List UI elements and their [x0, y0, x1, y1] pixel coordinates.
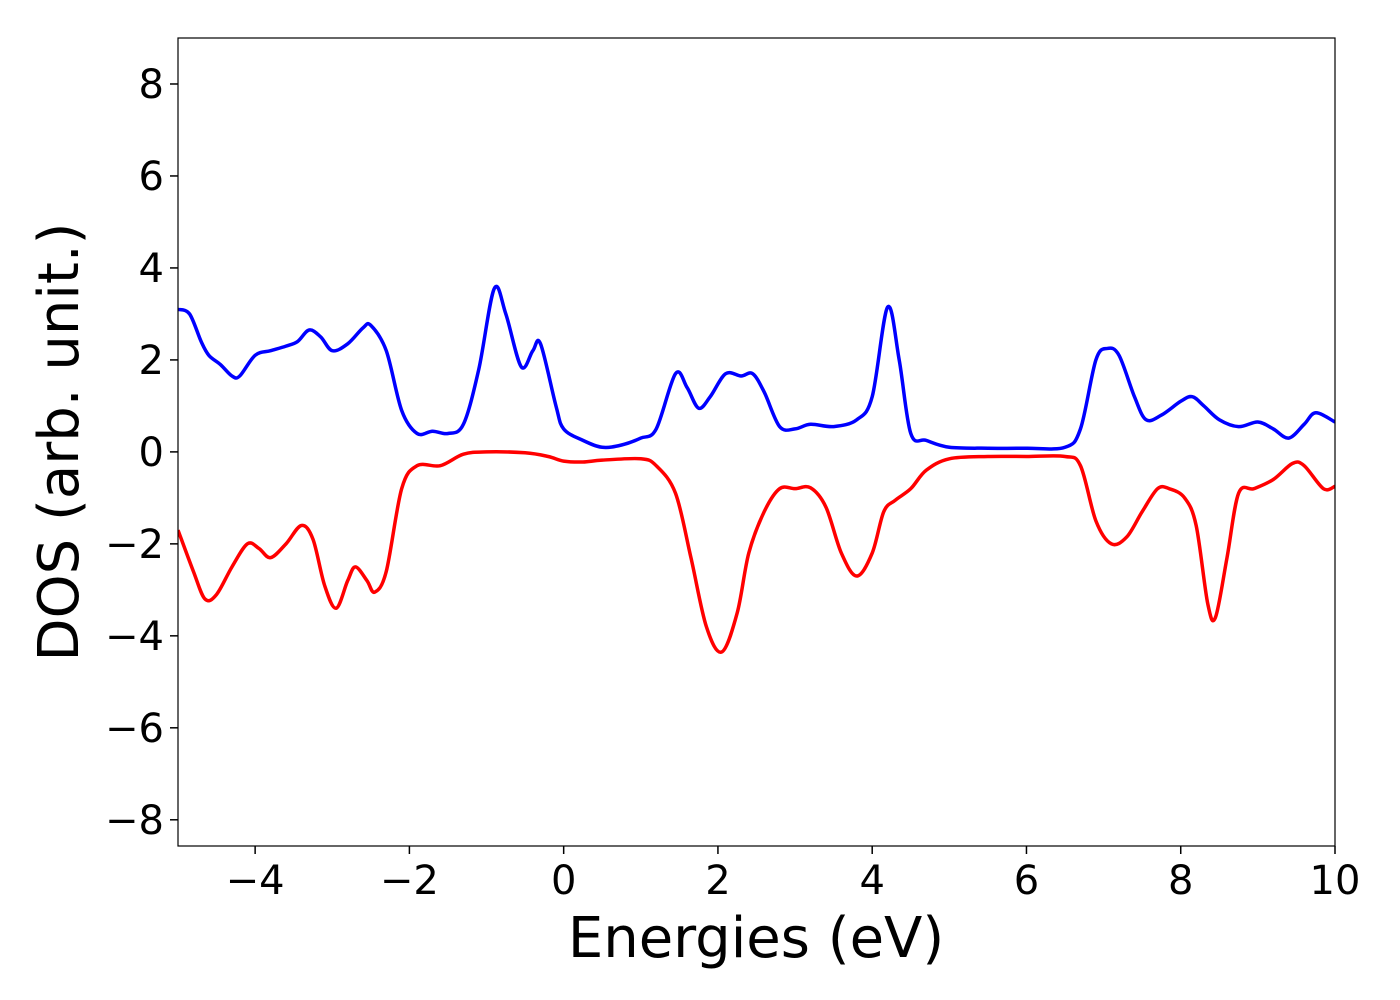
y-tick-label: 6 [139, 154, 164, 200]
plot-frame [177, 37, 1336, 847]
x-tick-label: 4 [859, 858, 884, 904]
x-tick-label: −4 [226, 858, 285, 904]
x-tick-label: 0 [551, 858, 576, 904]
x-axis-label: Energies (eV) [568, 906, 944, 971]
x-tick-label: −2 [380, 858, 439, 904]
y-tick-label: 4 [139, 246, 164, 292]
y-tick-label: −8 [105, 798, 164, 844]
series-line [178, 284, 1335, 451]
series-line [178, 450, 1335, 654]
y-tick-label: 2 [139, 338, 164, 384]
x-tick-label: 6 [1014, 858, 1039, 904]
y-tick-label: 8 [139, 62, 164, 108]
x-tick-label: 2 [705, 858, 730, 904]
y-tick-label: −4 [105, 614, 164, 660]
y-tick-label: −2 [105, 522, 164, 568]
y-tick-label: 0 [139, 430, 164, 476]
x-tick-label: 10 [1310, 858, 1361, 904]
y-tick-label: −6 [105, 706, 164, 752]
y-axis-label: DOS (arb. unit.) [27, 222, 92, 661]
x-tick-label: 8 [1168, 858, 1193, 904]
